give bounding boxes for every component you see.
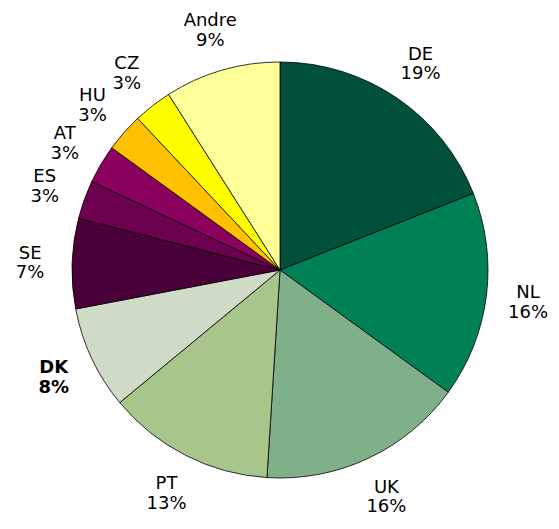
slice-label: ES3% [30, 165, 59, 206]
slice-label: CZ3% [112, 52, 141, 93]
value-label: 8% [39, 376, 70, 397]
value-label: 16% [508, 301, 548, 322]
slice-label: AT3% [51, 122, 80, 163]
category-label: SE [19, 242, 42, 263]
value-label: 3% [112, 72, 141, 93]
category-label: HU [79, 84, 106, 105]
category-label: NL [516, 281, 540, 302]
slice-label: DE19% [401, 43, 441, 84]
category-label: CZ [114, 52, 139, 73]
slice-label: HU3% [78, 84, 107, 125]
slice-label: UK16% [366, 476, 406, 517]
value-label: 7% [16, 261, 45, 282]
category-label: UK [374, 476, 400, 497]
slice-label: Andre9% [184, 9, 237, 50]
slice-label: SE7% [16, 242, 45, 283]
chart: DE19%NL16%UK16%PT13%DK8%SE7%ES3%AT3%HU3%… [0, 0, 559, 529]
slice-label: NL16% [508, 281, 548, 322]
labels: DE19%NL16%UK16%PT13%DK8%SE7%ES3%AT3%HU3%… [16, 9, 548, 516]
category-label: PT [156, 472, 179, 493]
category-label: Andre [184, 9, 237, 30]
category-label: ES [33, 165, 56, 186]
value-label: 16% [366, 495, 406, 516]
pie-slice [169, 62, 280, 270]
value-label: 3% [51, 142, 80, 163]
slice-label: DK8% [39, 356, 70, 397]
slice-label: PT13% [146, 472, 186, 513]
value-label: 3% [78, 104, 107, 125]
value-label: 9% [196, 29, 225, 50]
category-label: DK [39, 356, 69, 377]
value-label: 13% [146, 492, 186, 513]
category-label: DE [408, 43, 433, 64]
category-label: AT [54, 122, 77, 143]
pie-slice [267, 270, 448, 478]
value-label: 19% [401, 62, 441, 83]
pie [72, 62, 488, 478]
value-label: 3% [30, 185, 59, 206]
